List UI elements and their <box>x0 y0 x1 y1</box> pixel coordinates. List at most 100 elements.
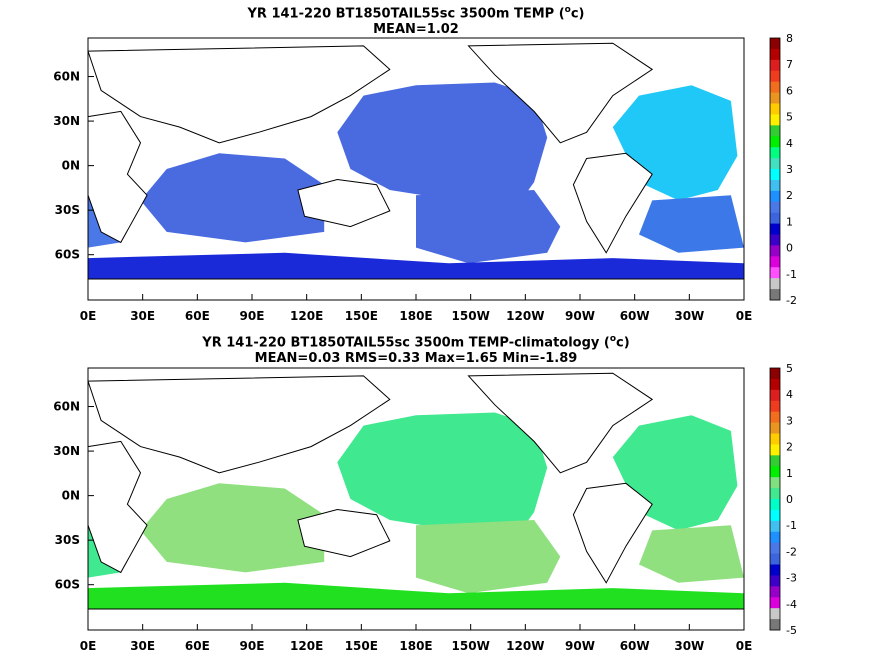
colorbar-tick-label: 4 <box>786 137 793 150</box>
xtick-label: 60W <box>620 639 650 653</box>
colorbar-swatch <box>770 92 780 104</box>
map1: 0E 30E 60E 90E 120E 150E 180E 150W 120W 90W 60W 30W… <box>53 37 753 323</box>
data-patch-1 <box>416 190 561 264</box>
xtick-label: 30E <box>130 639 155 653</box>
xtick-label: 90W <box>565 309 595 323</box>
xtick-label: 90W <box>565 639 595 653</box>
colorbar-swatch <box>770 147 780 159</box>
data-patch-0 <box>337 82 548 201</box>
colorbar-tick-label: 8 <box>786 32 793 45</box>
colorbar-swatch <box>770 169 780 181</box>
ytick-label: 0N <box>62 159 80 173</box>
xtick-label: 0E <box>736 639 753 653</box>
colorbar-swatch <box>770 245 780 257</box>
xtick-label: 90E <box>240 639 265 653</box>
colorbar-tick-label: 3 <box>786 414 793 427</box>
data-patch-1 <box>416 520 561 594</box>
data-patch-4 <box>140 483 325 573</box>
coastline-0 <box>87 440 148 574</box>
xtick-label: 150W <box>452 639 490 653</box>
colorbar-swatch <box>770 378 780 391</box>
colorbar-swatch <box>770 455 780 467</box>
colorbar-swatch <box>770 499 780 511</box>
xtick-label: 0E <box>736 309 753 323</box>
xtick-label: 120E <box>290 309 323 323</box>
colorbar2: 5 4 3 2 1 0 -1 -2 -3 -4 -5 <box>769 362 797 637</box>
xtick-label: 0E <box>80 639 97 653</box>
xtick-label: 120E <box>290 639 323 653</box>
coastline-3 <box>467 372 654 474</box>
colorbar-swatch <box>770 179 780 192</box>
colorbar-swatch <box>770 125 780 137</box>
colorbar-swatch <box>770 520 780 533</box>
data-patch-3 <box>639 525 744 583</box>
xtick-label: 150W <box>452 309 490 323</box>
xtick-label: 150E <box>345 309 378 323</box>
map1-mean-label: MEAN=1.02 <box>373 22 459 38</box>
colorbar-swatch <box>770 59 780 72</box>
colorbar-swatch <box>770 278 780 290</box>
colorbar-swatch <box>770 103 780 115</box>
colorbar-frame <box>769 37 781 301</box>
colorbar-swatch <box>770 234 780 246</box>
xtick-label: 150E <box>345 639 378 653</box>
xtick-label: 120W <box>506 639 544 653</box>
coastline-1 <box>87 375 391 474</box>
colorbar-tick-label: 6 <box>786 84 793 97</box>
colorbar-swatch <box>770 389 780 402</box>
colorbar-tick-label: 3 <box>786 163 793 176</box>
colorbar-tick-label: 1 <box>786 467 793 480</box>
colorbar-swatch <box>770 256 780 268</box>
colorbar-tick-label: 1 <box>786 215 793 228</box>
data-patch-3 <box>639 195 744 253</box>
xtick-label: 180E <box>399 639 432 653</box>
map2: 0E 30E 60E 90E 120E 150E 180E 150W 120W 90W 60W 30W… <box>53 367 753 653</box>
colorbar-swatch <box>770 48 780 61</box>
colorbar-swatch <box>770 619 780 631</box>
colorbar-tick-label: 5 <box>786 111 793 124</box>
colorbar-tick-label: -4 <box>786 598 797 611</box>
colorbar-swatch <box>770 114 780 126</box>
colorbar-frame <box>769 367 781 631</box>
xtick-label: 60W <box>620 309 650 323</box>
colorbar-swatch <box>770 531 780 544</box>
xtick-label: 180E <box>399 309 432 323</box>
colorbar-tick-label: -2 <box>786 545 797 558</box>
xtick-label: 30W <box>674 639 704 653</box>
colorbar-swatch <box>770 38 780 50</box>
xtick-label: 90E <box>240 309 265 323</box>
colorbar-swatch <box>770 586 780 598</box>
ytick-label: 30S <box>55 203 80 217</box>
ytick-label: 30S <box>55 533 80 547</box>
colorbar-swatch <box>770 422 780 434</box>
xtick-label: 0E <box>80 309 97 323</box>
map1-title: YR 141-220 BT1850TAIL55sc 3500m TEMP (oc… <box>247 5 585 38</box>
colorbar-tick-label: -5 <box>786 624 797 637</box>
colorbar-swatch <box>770 81 780 94</box>
data-patch-6 <box>88 582 744 612</box>
colorbar-swatch <box>770 70 780 83</box>
coastline-0 <box>87 110 148 244</box>
xtick-label: 60E <box>185 309 210 323</box>
colorbar-tick-label: -1 <box>786 519 797 532</box>
colorbar-tick-label: -1 <box>786 268 797 281</box>
xtick-label: 30W <box>674 309 704 323</box>
coastline-4 <box>572 482 653 584</box>
colorbar-swatch <box>770 433 780 445</box>
colorbar-swatch <box>770 201 780 214</box>
data-patch-6 <box>88 252 744 282</box>
colorbar-swatch <box>770 411 780 424</box>
colorbar-swatch <box>770 289 780 301</box>
xtick-label: 60E <box>185 639 210 653</box>
colorbar1: 8 7 6 5 4 3 2 1 0 -1 -2 <box>769 32 797 307</box>
ytick-label: 30N <box>53 114 80 128</box>
colorbar-swatch <box>770 223 780 235</box>
map2-stats-label: MEAN=0.03 RMS=0.33 Max=1.65 Min=-1.89 <box>254 351 578 367</box>
xtick-label: 120W <box>506 309 544 323</box>
colorbar-swatch <box>770 190 780 203</box>
coastline-1 <box>87 45 391 144</box>
colorbar-tick-label: 2 <box>786 189 793 202</box>
colorbar-swatch <box>770 136 780 148</box>
colorbar-swatch <box>770 158 780 170</box>
colorbar-swatch <box>770 509 780 522</box>
